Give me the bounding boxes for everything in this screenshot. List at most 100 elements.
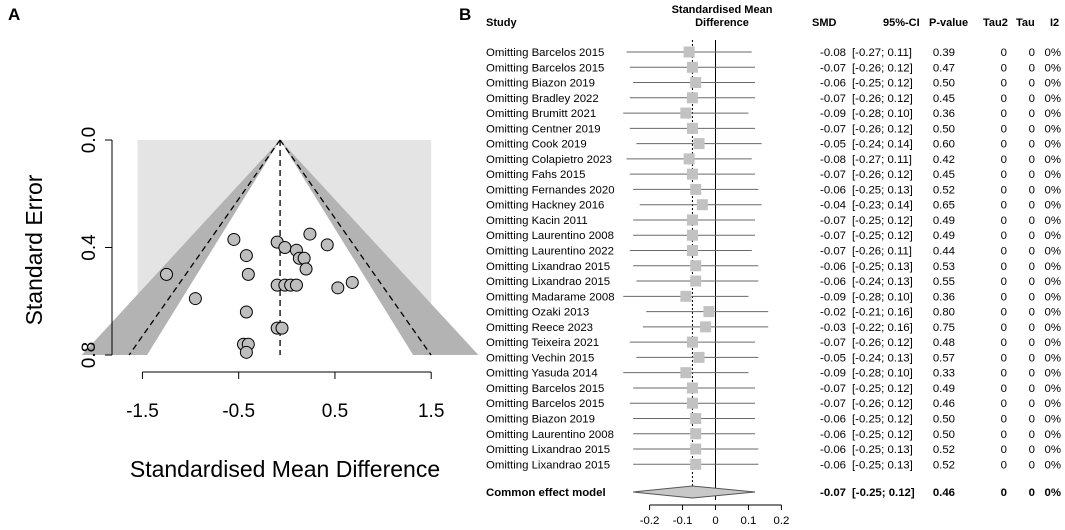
- forest-point-square: [683, 153, 695, 165]
- forest-x-tick-label: 0: [712, 515, 718, 527]
- forest-smd-value: -0.06: [820, 78, 846, 90]
- funnel-ci-line-right: [279, 139, 432, 356]
- forest-point-square: [680, 367, 692, 379]
- funnel-point: [188, 292, 202, 306]
- forest-smd-value: -0.06: [820, 413, 846, 425]
- forest-ci-value: [-0.28; 0.10]: [852, 291, 913, 303]
- funnel-point: [297, 251, 311, 265]
- forest-pvalue: 0.52: [933, 444, 955, 456]
- forest-smd-value: -0.07: [820, 230, 846, 242]
- forest-smd-value: -0.06: [820, 444, 846, 456]
- forest-pvalue: 0.44: [933, 246, 955, 258]
- forest-i2: 0%: [1045, 108, 1061, 120]
- forest-tau2: 0: [1001, 352, 1007, 364]
- forest-study-label: Omitting Bradley 2022: [486, 93, 599, 105]
- forest-pvalue: 0.36: [933, 291, 955, 303]
- forest-tau2: 0: [1001, 184, 1007, 196]
- forest-point-square: [693, 138, 705, 150]
- forest-tau2: 0: [1001, 276, 1007, 288]
- forest-point-square: [703, 306, 715, 318]
- forest-ci-value: [-0.25; 0.12]: [852, 230, 913, 242]
- forest-tau2: 0: [1001, 459, 1007, 471]
- forest-tau2: 0: [1001, 154, 1007, 166]
- forest-pvalue: 0.75: [933, 322, 955, 334]
- funnel-x-tick-label: -1.5: [126, 401, 159, 422]
- forest-header-title-line2: Difference: [695, 17, 749, 29]
- forest-pvalue: 0.49: [933, 230, 955, 242]
- forest-ci-value: [-0.25; 0.13]: [852, 184, 913, 196]
- forest-pvalue: 0.50: [933, 78, 955, 90]
- forest-study-label: Omitting Brumitt 2021: [486, 108, 596, 120]
- funnel-x-tick-label: 0.5: [322, 401, 348, 422]
- forest-smd-value: -0.05: [820, 139, 846, 151]
- forest-i2: 0%: [1045, 261, 1061, 273]
- forest-i2: 0%: [1045, 413, 1061, 425]
- forest-tau2: 0: [1001, 383, 1007, 395]
- forest-tau: 0: [1029, 78, 1035, 90]
- forest-pvalue: 0.53: [933, 261, 955, 273]
- forest-smd-value: -0.08: [820, 154, 846, 166]
- forest-study-label: Omitting Centner 2019: [486, 123, 601, 135]
- forest-header-tau2: Tau2: [983, 17, 1008, 29]
- forest-tau2: 0: [1001, 291, 1007, 303]
- forest-tau: 0: [1029, 123, 1035, 135]
- forest-pvalue: 0.80: [933, 307, 955, 319]
- forest-point-square: [686, 397, 698, 409]
- forest-tau2: 0: [1001, 215, 1007, 227]
- forest-i2: 0%: [1045, 78, 1061, 90]
- forest-i2: 0%: [1045, 215, 1061, 227]
- forest-tau2: 0: [1001, 337, 1007, 349]
- forest-smd-value: -0.08: [820, 47, 846, 59]
- funnel-point: [160, 267, 173, 281]
- forest-tau2: 0: [1001, 368, 1007, 380]
- forest-ci-value: [-0.26; 0.12]: [852, 123, 913, 135]
- forest-ci-value: [-0.26; 0.12]: [852, 62, 913, 74]
- forest-study-label: Omitting Laurentino 2008: [486, 429, 614, 441]
- forest-i2: 0%: [1045, 291, 1061, 303]
- funnel-point: [227, 232, 241, 246]
- forest-study-label: Omitting Laurentino 2022: [486, 246, 614, 258]
- forest-tau2: 0: [1001, 62, 1007, 74]
- forest-i2: 0%: [1045, 383, 1061, 395]
- forest-point-square: [690, 443, 702, 455]
- forest-study-label: Omitting Barcelos 2015: [486, 383, 604, 395]
- forest-i2: 0%: [1045, 230, 1061, 242]
- forest-summary-i2: 0%: [1045, 487, 1061, 499]
- forest-tau: 0: [1029, 93, 1035, 105]
- forest-tau2: 0: [1001, 169, 1007, 181]
- forest-smd-value: -0.06: [820, 276, 846, 288]
- forest-i2: 0%: [1045, 307, 1061, 319]
- forest-tau: 0: [1029, 154, 1035, 166]
- funnel-y-tick-label: 0.8: [79, 342, 100, 368]
- forest-tau2: 0: [1001, 123, 1007, 135]
- forest-smd-value: -0.06: [820, 184, 846, 196]
- forest-point-square: [690, 275, 702, 287]
- funnel-point: [320, 238, 334, 252]
- forest-study-label: Omitting Reece 2023: [486, 322, 593, 334]
- forest-ci-value: [-0.28; 0.10]: [852, 368, 913, 380]
- funnel-point: [239, 305, 253, 319]
- forest-i2: 0%: [1045, 444, 1061, 456]
- forest-ci-value: [-0.27; 0.11]: [852, 47, 912, 59]
- forest-pvalue: 0.39: [933, 47, 955, 59]
- forest-point-square: [690, 428, 702, 440]
- forest-tau: 0: [1029, 215, 1035, 227]
- forest-study-label: Omitting Biazon 2019: [486, 413, 595, 425]
- forest-smd-value: -0.09: [820, 291, 846, 303]
- forest-smd-value: -0.09: [820, 108, 846, 120]
- forest-pvalue: 0.48: [933, 337, 955, 349]
- forest-tau: 0: [1029, 444, 1035, 456]
- forest-i2: 0%: [1045, 47, 1061, 59]
- forest-point-square: [700, 321, 712, 333]
- forest-ci-value: [-0.26; 0.12]: [852, 93, 913, 105]
- forest-tau2: 0: [1001, 246, 1007, 258]
- forest-pvalue: 0.33: [933, 368, 955, 380]
- forest-pvalue: 0.52: [933, 184, 955, 196]
- forest-tau: 0: [1029, 368, 1035, 380]
- forest-tau: 0: [1029, 230, 1035, 242]
- forest-header-title-line1: Standardised Mean: [672, 4, 773, 16]
- forest-ci-value: [-0.28; 0.10]: [852, 108, 913, 120]
- forest-ci-value: [-0.25; 0.12]: [852, 413, 913, 425]
- forest-i2: 0%: [1045, 62, 1061, 74]
